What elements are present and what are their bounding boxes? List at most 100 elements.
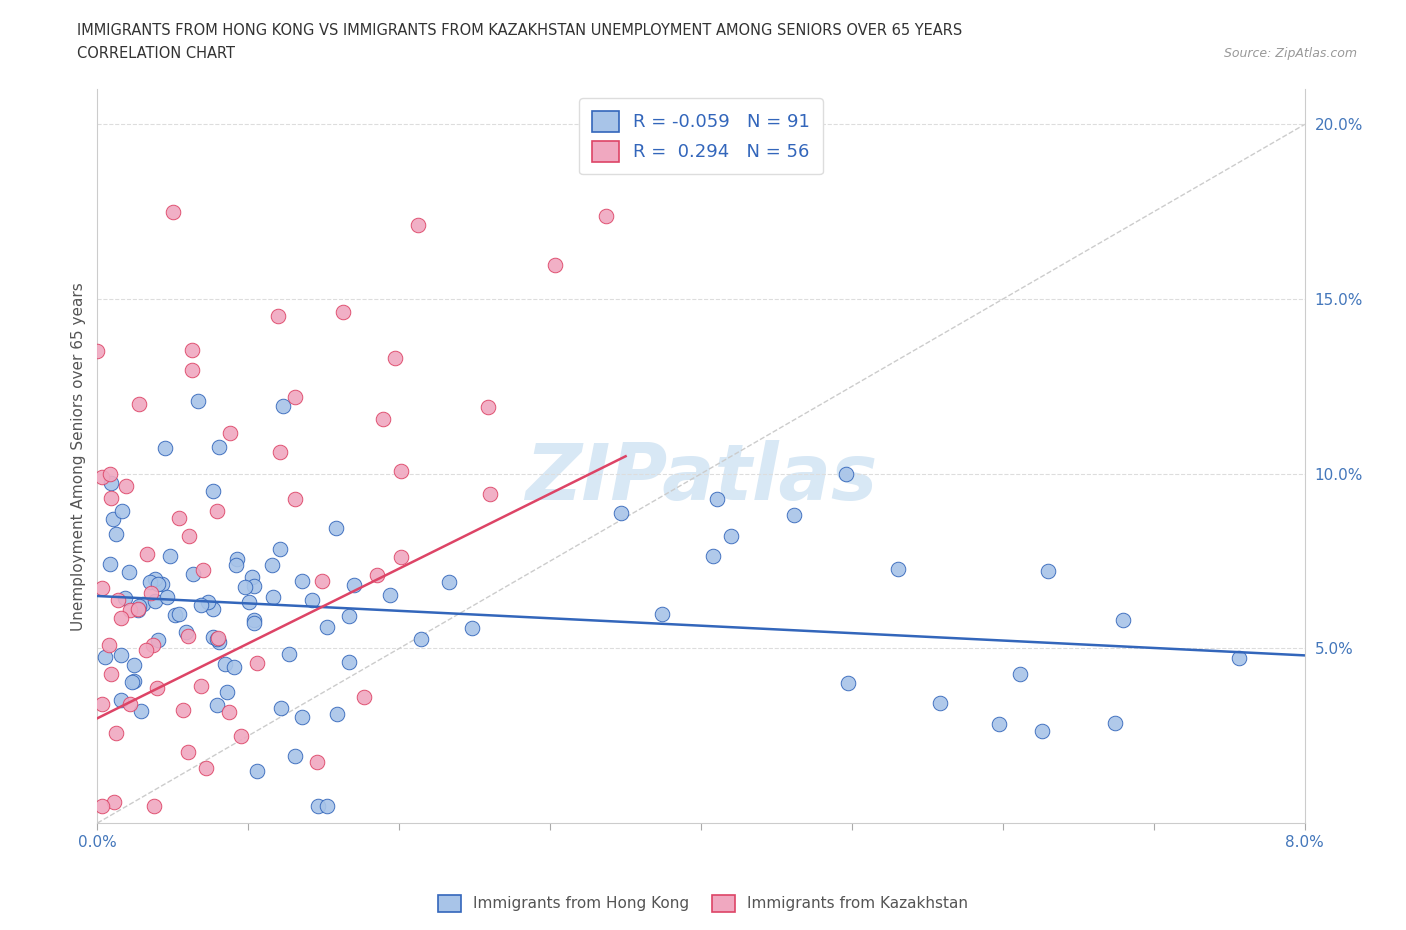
Point <box>1010 666 1032 681</box>
Point <box>90 697 112 711</box>
Point <box>103 512 125 526</box>
Point <box>90 798 112 813</box>
Point <box>406 218 429 232</box>
Point <box>118 603 141 618</box>
Point <box>1229 651 1251 666</box>
Point <box>246 764 269 778</box>
Point <box>269 445 291 459</box>
Point <box>127 602 149 617</box>
Point <box>146 632 169 647</box>
Point <box>343 578 366 592</box>
Point <box>270 700 292 715</box>
Point <box>411 631 433 646</box>
Point <box>177 744 200 759</box>
Point <box>305 755 328 770</box>
Point <box>242 616 264 631</box>
Point <box>201 484 224 498</box>
Point <box>167 606 190 621</box>
Point <box>702 549 724 564</box>
Point <box>120 697 142 711</box>
Legend: R = -0.059   N = 91, R =  0.294   N = 56: R = -0.059 N = 91, R = 0.294 N = 56 <box>579 99 823 175</box>
Point <box>159 549 181 564</box>
Point <box>177 528 200 543</box>
Point <box>122 673 145 688</box>
Point <box>138 574 160 589</box>
Point <box>307 798 329 813</box>
Point <box>114 591 136 605</box>
Legend: Immigrants from Hong Kong, Immigrants from Kazakhstan: Immigrants from Hong Kong, Immigrants fr… <box>432 889 974 918</box>
Point <box>121 674 143 689</box>
Y-axis label: Unemployment Among Seniors over 65 years: Unemployment Among Seniors over 65 years <box>72 282 86 631</box>
Point <box>163 607 186 622</box>
Point <box>267 309 290 324</box>
Point <box>651 607 673 622</box>
Point <box>128 599 150 614</box>
Point <box>301 592 323 607</box>
Point <box>107 592 129 607</box>
Point <box>177 628 200 643</box>
Point <box>193 563 215 578</box>
Point <box>94 649 117 664</box>
Point <box>928 696 950 711</box>
Point <box>353 689 375 704</box>
Point <box>181 363 204 378</box>
Point <box>225 557 247 572</box>
Point <box>145 594 167 609</box>
Point <box>186 393 208 408</box>
Point <box>291 574 314 589</box>
Point <box>111 504 134 519</box>
Point <box>460 620 482 635</box>
Point <box>337 655 360 670</box>
Point <box>190 679 212 694</box>
Point <box>389 463 412 478</box>
Point <box>132 597 155 612</box>
Point <box>98 557 121 572</box>
Point <box>205 698 228 712</box>
Point <box>135 643 157 658</box>
Point <box>887 562 910 577</box>
Point <box>315 798 337 813</box>
Point <box>262 558 284 573</box>
Point <box>86 344 108 359</box>
Point <box>1036 564 1059 578</box>
Point <box>115 479 138 494</box>
Point <box>205 631 228 646</box>
Point <box>167 511 190 525</box>
Point <box>122 658 145 672</box>
Point <box>233 579 256 594</box>
Point <box>988 716 1011 731</box>
Point <box>145 681 167 696</box>
Point <box>243 578 266 593</box>
Point <box>110 692 132 707</box>
Text: ZIPatlas: ZIPatlas <box>524 440 877 516</box>
Point <box>229 728 252 743</box>
Point <box>127 602 149 617</box>
Point <box>311 573 333 588</box>
Point <box>117 565 139 579</box>
Point <box>316 619 339 634</box>
Point <box>835 467 858 482</box>
Point <box>242 612 264 627</box>
Point <box>238 594 260 609</box>
Point <box>378 588 401 603</box>
Point <box>1031 724 1053 739</box>
Point <box>283 390 305 405</box>
Point <box>384 351 406 365</box>
Point <box>150 577 173 591</box>
Text: Source: ZipAtlas.com: Source: ZipAtlas.com <box>1223 46 1357 60</box>
Point <box>337 608 360 623</box>
Point <box>194 761 217 776</box>
Point <box>278 646 301 661</box>
Point <box>326 706 349 721</box>
Point <box>146 577 169 591</box>
Point <box>190 598 212 613</box>
Point <box>197 595 219 610</box>
Point <box>214 657 236 671</box>
Point <box>1112 612 1135 627</box>
Point <box>215 685 238 700</box>
Point <box>142 637 165 652</box>
Point <box>104 725 127 740</box>
Point <box>226 551 249 566</box>
Point <box>143 571 166 586</box>
Point <box>262 589 284 604</box>
